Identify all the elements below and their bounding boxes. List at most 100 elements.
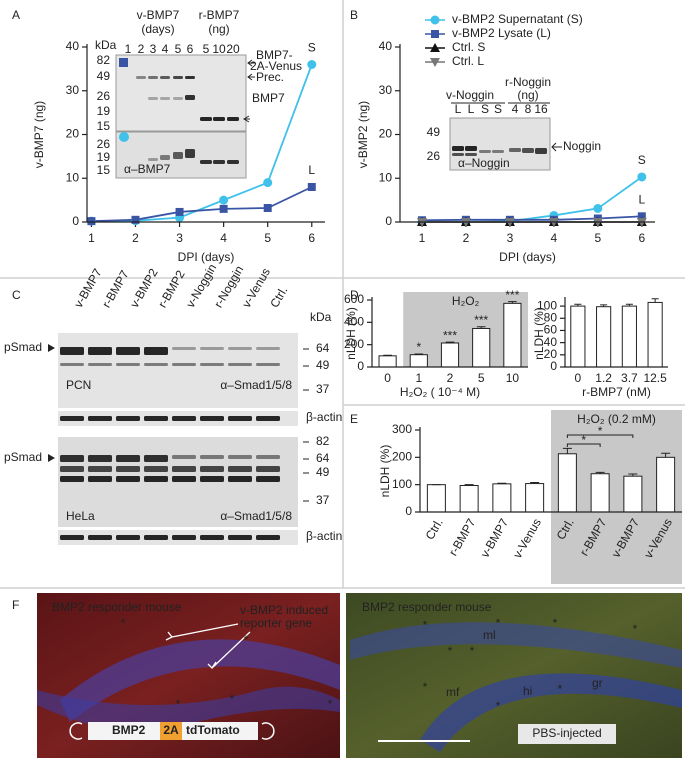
y-tick-label: 0 <box>357 359 364 373</box>
blot-band <box>200 160 212 164</box>
kda-label: kDa <box>310 310 332 324</box>
blot-band <box>88 466 112 472</box>
blot-band <box>160 155 170 160</box>
y-axis-label: v-BMP7 (ng) <box>32 101 46 168</box>
star: * <box>176 697 181 711</box>
bar <box>621 305 637 368</box>
error-bar <box>562 447 572 454</box>
blot-band <box>116 363 140 366</box>
bar <box>570 305 586 368</box>
blot-band <box>535 148 547 154</box>
blot-band <box>172 347 196 350</box>
blot-band <box>185 76 195 79</box>
star: * <box>496 616 501 630</box>
lane-label: 3 <box>150 42 157 56</box>
kda-label: kDa <box>95 38 117 52</box>
end-label: S <box>638 153 646 167</box>
construct-2a <box>160 722 182 740</box>
star: * <box>121 616 126 630</box>
y-axis-label: nLDH (%) <box>344 307 358 360</box>
x-tick-label: 5 <box>595 231 602 245</box>
bar <box>656 456 676 513</box>
mw-marker: 26 <box>97 89 111 103</box>
x-tick-label: 6 <box>638 231 645 245</box>
group-label: (ng) <box>208 22 229 36</box>
error-bar <box>600 304 608 307</box>
bar <box>426 484 446 513</box>
error-bar <box>383 354 392 356</box>
blot <box>58 333 298 408</box>
blot-band <box>213 117 225 121</box>
blot-band <box>144 347 168 355</box>
lane-label: 5 <box>203 42 210 56</box>
mw-marker: 49 <box>427 125 441 139</box>
lane-label: L <box>468 102 475 116</box>
blot-band <box>228 466 252 472</box>
micrograph <box>346 593 682 758</box>
point <box>219 195 229 205</box>
sample-marker <box>119 58 128 67</box>
x-axis-label: H₂O₂ ( 10⁻⁴ M) <box>400 385 480 399</box>
arrow <box>551 142 562 152</box>
blot-band <box>200 466 224 472</box>
y-tick-label: 400 <box>344 315 364 329</box>
blot-band <box>256 416 280 421</box>
x-tick-label: Ctrl. <box>423 516 446 542</box>
error-bar <box>508 301 517 304</box>
blot-band <box>492 150 504 153</box>
y-tick-label: 200 <box>392 450 412 464</box>
x-tick-label: 3 <box>507 231 514 245</box>
group-label: (days) <box>141 22 174 36</box>
axes <box>564 297 668 368</box>
error-bar <box>651 298 659 303</box>
arrow <box>243 59 255 123</box>
antibody-label: α–BMP7 <box>124 162 171 176</box>
blot-band <box>256 347 280 350</box>
caption-box <box>518 724 616 744</box>
image-title: BMP2 responder mouse <box>52 600 182 614</box>
blot-band <box>173 97 183 100</box>
lane-label: L <box>455 102 462 116</box>
error-bar <box>595 471 605 474</box>
point <box>307 183 316 191</box>
x-tick-label: 1 <box>419 231 426 245</box>
callout: reporter gene <box>240 616 312 630</box>
bar <box>623 475 643 513</box>
lane-label: Ctrl. <box>267 284 290 310</box>
blot-band <box>60 363 84 366</box>
y-tick-label: 80 <box>544 310 558 324</box>
legend-marker <box>430 15 440 25</box>
y-tick-label: 600 <box>344 292 364 306</box>
bar <box>459 484 479 513</box>
point <box>307 60 317 69</box>
blot-band <box>228 455 252 459</box>
blot-band <box>172 466 196 472</box>
x-tick-label: 4 <box>220 231 227 245</box>
blot-band <box>172 416 196 421</box>
point <box>637 212 646 221</box>
blot-band <box>227 117 239 121</box>
blot-band <box>185 149 195 158</box>
lane-label: 10 <box>212 42 226 56</box>
x-tick-label: 10 <box>506 371 520 385</box>
error-bar <box>464 484 474 486</box>
blot-band <box>144 455 168 462</box>
mw-marker: 49 <box>97 69 111 83</box>
mw-marker: 64 <box>316 451 330 465</box>
star: * <box>448 644 453 658</box>
panel-letter: D <box>350 288 359 302</box>
blot-band <box>60 455 84 462</box>
blot-band <box>452 153 464 156</box>
point <box>263 178 273 188</box>
bracket <box>566 434 634 438</box>
blot-band <box>60 535 84 540</box>
x-tick-label: 2 <box>447 371 454 385</box>
y-axis-label: nLDH (%) <box>532 307 546 360</box>
panel-borders <box>0 0 685 589</box>
blot-band <box>465 146 477 151</box>
blot-band <box>200 117 212 121</box>
lane-label: 16 <box>534 102 548 116</box>
significance: *** <box>443 328 457 342</box>
blot-band <box>522 148 534 153</box>
error-bar <box>445 341 455 343</box>
